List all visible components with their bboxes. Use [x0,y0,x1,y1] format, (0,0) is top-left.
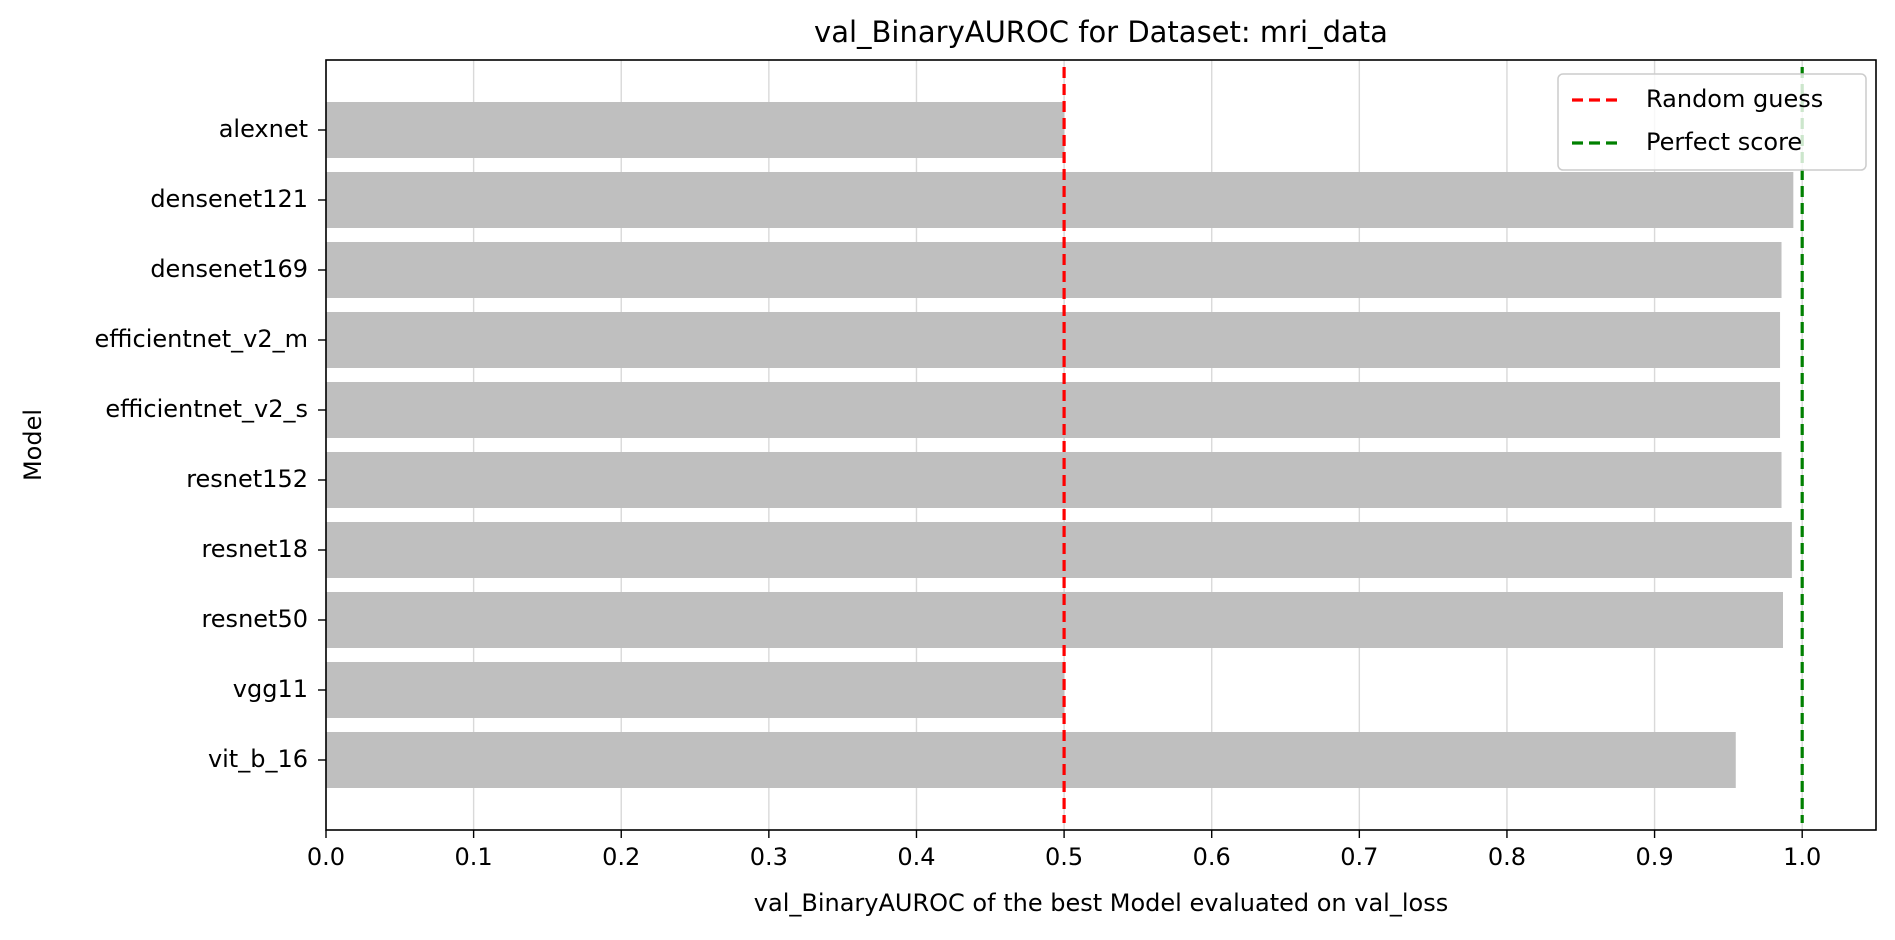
x-tick-label-0-5: 0.5 [1045,843,1083,871]
y-axis-ticks: alexnet densenet121 densenet169 efficientne… [95,115,326,773]
x-tick-label-0-0: 0.0 [307,843,345,871]
plot-frame [325,59,1877,831]
legend-label-random-guess: Random guess [1646,85,1823,113]
y-tick-label-densenet121: densenet121 [150,185,308,213]
reference-lines [1062,67,1804,823]
bar-densenet121 [326,172,1794,228]
bar-efficientnet-v2-s [326,382,1781,438]
legend-label-perfect-score: Perfect score [1646,128,1802,156]
x-tick-label-0-9: 0.9 [1635,843,1673,871]
x-tick-label-0-8: 0.8 [1488,843,1526,871]
legend-box [1557,73,1867,171]
bar-resnet18 [326,522,1792,578]
y-axis-label: Model [19,409,47,481]
x-tick-label-0-3: 0.3 [750,843,788,871]
bar-vit-b-16 [326,732,1736,788]
y-tick-label-vgg11: vgg11 [233,675,308,703]
y-tick-label-resnet50: resnet50 [201,605,308,633]
bar-densenet169 [326,242,1782,298]
x-axis-label: val_BinaryAUROC of the best Model evalua… [754,889,1448,917]
bar-alexnet [326,102,1065,158]
x-tick-label-0-6: 0.6 [1193,843,1231,871]
plot-area [325,59,1877,831]
bars [326,102,1794,788]
chart-title: val_BinaryAUROC for Dataset: mri_data [814,15,1388,49]
bar-efficientnet-v2-m [326,312,1781,368]
x-tick-label-1-0: 1.0 [1783,843,1821,871]
y-tick-label-vit-b-16: vit_b_16 [208,745,308,773]
bar-resnet50 [326,592,1783,648]
y-tick-label-alexnet: alexnet [219,115,308,143]
y-tick-label-resnet18: resnet18 [201,535,308,563]
y-tick-label-resnet152: resnet152 [186,465,308,493]
x-tick-label-0-2: 0.2 [602,843,640,871]
bar-resnet152 [326,452,1782,508]
y-tick-label-efficientnet-v2-m: efficientnet_v2_m [95,325,308,353]
y-tick-label-densenet169: densenet169 [150,255,308,283]
x-tick-label-0-1: 0.1 [455,843,493,871]
bar-vgg11 [326,662,1065,718]
y-tick-label-efficientnet-v2-s: efficientnet_v2_s [105,395,308,423]
x-tick-label-0-7: 0.7 [1340,843,1378,871]
legend: Random guess Perfect score [1557,73,1867,171]
x-tick-label-0-4: 0.4 [897,843,935,871]
x-axis-ticks: 0.0 0.1 0.2 0.3 0.4 0.5 0.6 0.7 0.8 0.9 1.0 [307,830,1821,871]
